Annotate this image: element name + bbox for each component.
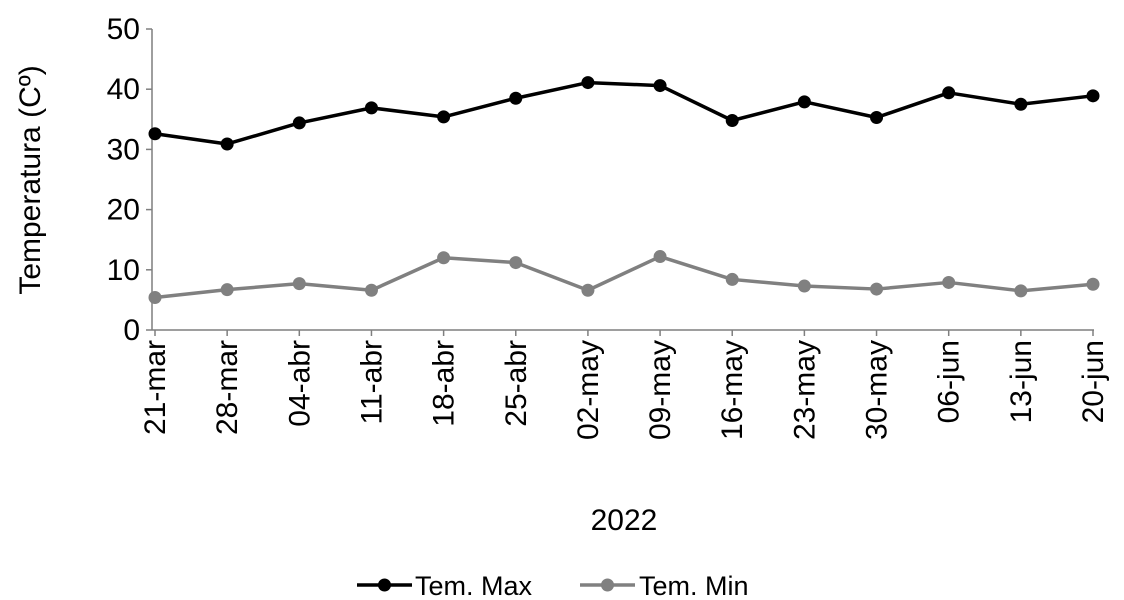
y-axis: 0 10 20 30 40 50 [107, 13, 153, 347]
x-axis-title: 2022 [591, 504, 658, 537]
x-tick-label: 20-jun [1077, 340, 1110, 423]
data-point [1014, 284, 1028, 298]
x-tick-label: 30-may [861, 340, 894, 440]
data-point [653, 250, 667, 264]
legend-swatch-marker [601, 578, 614, 592]
y-tick-label: 30 [107, 133, 140, 166]
data-point [509, 91, 523, 105]
data-point [870, 110, 884, 124]
legend: Tem. Max Tem. Min [357, 571, 749, 600]
data-point [870, 282, 884, 296]
x-tick-label: 25-abr [500, 340, 533, 427]
data-point [437, 251, 451, 265]
series-line-1 [154, 254, 1094, 300]
data-point [220, 137, 234, 151]
data-point [437, 110, 451, 124]
legend-swatch-marker [378, 578, 391, 592]
data-point [581, 283, 595, 297]
data-point [581, 76, 595, 90]
x-tick-label: 18-abr [428, 340, 461, 427]
data-point [364, 101, 378, 115]
y-tick-label: 20 [107, 194, 140, 227]
data-point [1014, 97, 1028, 111]
x-axis: 21-mar 28-mar 04-abr 11-abr 18-abr 25-abr 02-m… [139, 329, 1110, 440]
data-point [797, 95, 811, 109]
x-tick-label: 06-jun [933, 340, 966, 423]
data-point [292, 116, 306, 130]
x-tick-label: 21-mar [139, 340, 172, 435]
data-point [797, 279, 811, 293]
data-point [942, 275, 956, 289]
data-point [148, 290, 162, 304]
series-line-0 [154, 80, 1094, 146]
x-tick-label: 02-may [572, 340, 605, 440]
data-point [942, 86, 956, 100]
legend-label: Tem. Max [415, 571, 533, 600]
y-tick-label: 40 [107, 73, 140, 106]
x-tick-label: 28-mar [211, 340, 244, 435]
data-point [509, 256, 523, 270]
data-point [653, 79, 667, 93]
data-point [148, 127, 162, 141]
data-point [292, 277, 306, 291]
x-tick-label: 16-may [716, 340, 749, 440]
data-point [1086, 277, 1100, 291]
legend-label: Tem. Min [639, 571, 749, 600]
y-tick-label: 0 [123, 314, 140, 347]
x-tick-label: 13-jun [1005, 340, 1038, 423]
x-tick-label: 04-abr [283, 340, 316, 427]
x-tick-label: 11-abr [355, 340, 388, 425]
x-tick-label: 23-may [788, 340, 821, 440]
data-point [1086, 89, 1100, 103]
series-layer [148, 76, 1100, 304]
data-point [220, 283, 234, 297]
y-axis-title: Temperatura (Cº) [14, 65, 47, 294]
data-point [725, 114, 739, 128]
x-tick-label: 09-may [644, 340, 677, 440]
data-point [364, 283, 378, 297]
data-point [725, 272, 739, 286]
y-tick-label: 50 [107, 13, 140, 46]
y-tick-label: 10 [107, 254, 140, 287]
